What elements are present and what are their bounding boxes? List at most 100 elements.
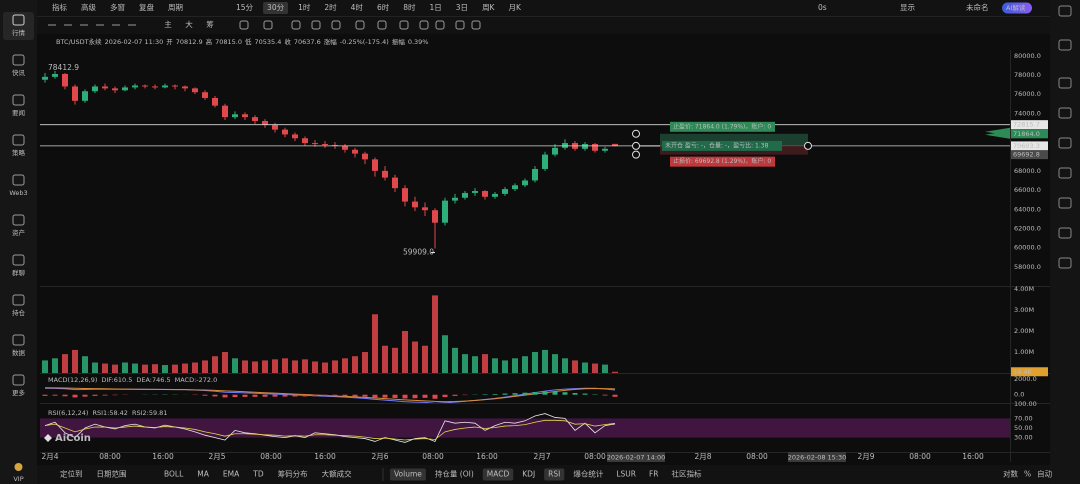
bottom-right-item[interactable]: 对数 xyxy=(1003,469,1018,479)
order-handle[interactable] xyxy=(632,129,640,138)
period-item[interactable]: 30分 xyxy=(267,3,285,12)
order-handle[interactable] xyxy=(632,150,640,159)
draw-icon[interactable] xyxy=(399,20,409,30)
toolbar-item[interactable]: 周期 xyxy=(168,3,183,12)
icon[interactable] xyxy=(1058,137,1072,149)
toolbar-item[interactable]: 高级 xyxy=(81,2,96,12)
sub-indicator[interactable]: 爆仓统计 xyxy=(573,469,603,479)
icon[interactable] xyxy=(1058,227,1072,239)
period-item[interactable]: 1时 xyxy=(298,2,311,12)
sidebar-label[interactable]: Web3 xyxy=(9,189,27,197)
macd-bar xyxy=(502,393,508,395)
toolbar-right-item[interactable]: 0s xyxy=(818,3,827,12)
macd-bar xyxy=(52,394,58,396)
toolbar-right-item[interactable]: AI解读 xyxy=(1006,3,1026,12)
draw-icon[interactable] xyxy=(377,20,387,30)
sidebar-icon[interactable] xyxy=(12,94,25,106)
order-box[interactable] xyxy=(662,140,782,151)
sidebar-icon[interactable] xyxy=(12,54,25,66)
icon[interactable] xyxy=(1058,257,1072,269)
right-panel xyxy=(1050,0,1080,484)
icon[interactable] xyxy=(1058,77,1072,89)
sidebar-icon[interactable] xyxy=(12,134,25,146)
sidebar-icon[interactable] xyxy=(12,14,25,26)
bottom-right-item[interactable]: 自动 xyxy=(1037,469,1053,479)
period-item[interactable]: 15分 xyxy=(236,3,254,12)
order-handle[interactable] xyxy=(804,141,812,150)
sub-indicator[interactable]: KDJ xyxy=(522,470,535,479)
sidebar-label[interactable]: 策略 xyxy=(12,148,26,157)
macd-bar xyxy=(302,394,308,397)
toolbar-item[interactable]: 指标 xyxy=(52,2,67,12)
sub-indicator[interactable]: FR xyxy=(649,470,659,479)
sidebar-label[interactable]: 数据 xyxy=(12,348,26,357)
draw-tool[interactable]: 主 xyxy=(164,19,172,29)
bottom-right-item[interactable]: % xyxy=(1024,470,1031,479)
draw-icon[interactable] xyxy=(311,20,321,30)
sidebar-label[interactable]: 群聊 xyxy=(12,268,26,277)
period-item[interactable]: 周K xyxy=(482,3,495,12)
draw-icon[interactable] xyxy=(355,20,365,30)
volume-bar xyxy=(492,358,498,373)
sub-indicator[interactable]: 社区指标 xyxy=(672,469,702,479)
order-box[interactable] xyxy=(670,156,775,167)
sidebar-icon[interactable] xyxy=(12,294,25,306)
sidebar-label[interactable]: 要闻 xyxy=(12,108,25,117)
sidebar-label[interactable]: 持仓 xyxy=(12,308,26,317)
sidebar-vip[interactable]: VIP xyxy=(13,475,23,483)
icon[interactable] xyxy=(1058,197,1072,209)
period-item[interactable]: 月K xyxy=(508,3,521,12)
draw-tool[interactable]: 大 xyxy=(185,19,193,29)
order-handle[interactable] xyxy=(632,141,640,150)
period-item[interactable]: 1日 xyxy=(430,3,442,12)
main-indicator[interactable]: 大额成交 xyxy=(322,469,352,479)
draw-icon[interactable] xyxy=(263,20,273,30)
period-item[interactable]: 3日 xyxy=(456,3,468,12)
sidebar-icon[interactable] xyxy=(12,374,25,386)
toolbar-right-item[interactable]: 未命名 xyxy=(966,2,989,12)
draw-icon[interactable] xyxy=(331,20,341,30)
period-item[interactable]: 4时 xyxy=(351,2,364,12)
sub-indicator[interactable]: 持仓量 (OI) xyxy=(435,469,474,479)
sub-indicator[interactable]: Volume xyxy=(394,470,422,479)
sidebar-icon[interactable] xyxy=(12,334,25,346)
draw-icon[interactable] xyxy=(455,20,465,30)
bottom-left-item[interactable]: 定位到 xyxy=(60,469,83,479)
draw-icon[interactable] xyxy=(471,20,481,30)
toolbar-item[interactable]: 复盘 xyxy=(139,2,154,12)
icon[interactable] xyxy=(1058,167,1072,179)
sidebar-label[interactable]: 资产 xyxy=(12,228,26,237)
draw-icon[interactable] xyxy=(419,20,429,30)
sidebar-label[interactable]: 更多 xyxy=(12,388,26,397)
icon[interactable] xyxy=(1058,5,1072,17)
ai-button[interactable] xyxy=(1002,2,1032,14)
sidebar-label[interactable]: 行情 xyxy=(12,28,26,37)
icon[interactable] xyxy=(1058,39,1072,51)
order-box[interactable] xyxy=(670,121,775,132)
sub-indicator[interactable]: LSUR xyxy=(616,470,636,479)
toolbar-right-item[interactable]: 显示 xyxy=(900,3,915,12)
period-item[interactable]: 8时 xyxy=(403,2,416,12)
draw-icon[interactable] xyxy=(435,20,445,30)
period-item[interactable]: 6时 xyxy=(377,2,390,12)
period-item[interactable]: 2时 xyxy=(324,2,337,12)
sidebar-icon[interactable] xyxy=(12,214,25,226)
draw-tool[interactable]: 筹 xyxy=(206,19,214,29)
icon[interactable] xyxy=(1058,107,1072,119)
toolbar-item[interactable]: 多窗 xyxy=(110,2,125,12)
main-indicator[interactable]: TD xyxy=(252,470,264,479)
bottom-left-item[interactable]: 日期范围 xyxy=(97,469,127,479)
main-indicator[interactable]: 筹码分布 xyxy=(278,469,308,479)
sub-indicator[interactable]: MACD xyxy=(487,470,510,479)
candle-body xyxy=(152,86,158,88)
sub-active xyxy=(544,468,565,481)
main-indicator[interactable]: MA xyxy=(197,470,209,479)
sub-indicator[interactable]: RSI xyxy=(548,470,560,479)
draw-icon[interactable] xyxy=(239,20,249,30)
main-indicator[interactable]: EMA xyxy=(223,470,240,479)
sidebar-icon[interactable] xyxy=(12,174,25,186)
sidebar-label[interactable]: 快讯 xyxy=(12,68,26,77)
draw-icon[interactable] xyxy=(291,20,301,30)
sidebar-icon[interactable] xyxy=(12,254,25,266)
main-indicator[interactable]: BOLL xyxy=(164,470,184,479)
